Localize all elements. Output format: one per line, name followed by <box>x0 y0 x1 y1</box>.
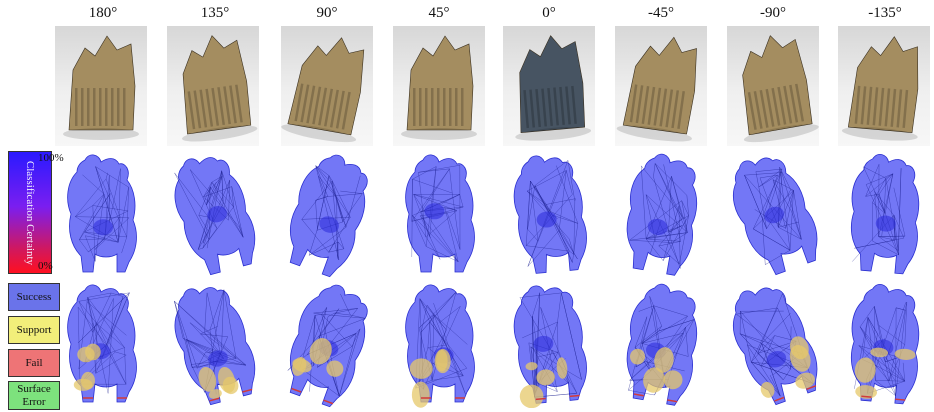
angle-label-neg90: -90° <box>760 5 786 21</box>
legend-fail-label: Fail <box>25 356 43 369</box>
certainty-colorbar: Classification Certainty <box>8 151 52 274</box>
legend-success: Success <box>8 283 60 311</box>
angle-label-neg45: -45° <box>648 5 674 21</box>
classification-mesh-neg135 <box>838 280 930 408</box>
certainty-mesh-0 <box>503 150 595 278</box>
colorbar-min-label: 0% <box>38 260 53 272</box>
angle-label-45: 45° <box>428 5 450 21</box>
classification-mesh-neg90 <box>727 280 819 408</box>
print-photo-180 <box>55 26 147 146</box>
print-photo-90 <box>281 26 373 146</box>
classification-mesh-0 <box>503 280 595 408</box>
certainty-mesh-180 <box>55 150 147 278</box>
certainty-mesh-neg90 <box>727 150 819 278</box>
angle-label-180: 180° <box>88 5 118 21</box>
certainty-mesh-45 <box>393 150 485 278</box>
angle-label-neg135: -135° <box>868 5 902 21</box>
print-photo-neg90 <box>727 26 819 146</box>
certainty-mesh-90 <box>281 150 373 278</box>
classification-mesh-90 <box>281 280 373 408</box>
legend-success-label: Success <box>16 290 52 303</box>
certainty-mesh-135 <box>167 150 259 278</box>
legend-surface-error: Surface Error <box>8 381 60 410</box>
colorbar-title: Classification Certainty <box>24 160 36 265</box>
angle-label-0: 0° <box>542 5 556 21</box>
print-photo-45 <box>393 26 485 146</box>
classification-mesh-45 <box>393 280 485 408</box>
angle-label-90: 90° <box>316 5 338 21</box>
print-photo-135 <box>167 26 259 146</box>
colorbar-max-label: 100% <box>38 152 64 164</box>
legend-support: Support <box>8 316 60 344</box>
legend-support-label: Support <box>16 323 52 336</box>
legend-surface-error-label: Surface Error <box>17 382 51 408</box>
classification-mesh-neg45 <box>615 280 707 408</box>
certainty-mesh-neg135 <box>838 150 930 278</box>
print-photo-0 <box>503 26 595 146</box>
print-photo-neg135 <box>838 26 930 146</box>
classification-mesh-180 <box>55 280 147 408</box>
classification-mesh-135 <box>167 280 259 408</box>
print-photo-neg45 <box>615 26 707 146</box>
legend-fail: Fail <box>8 349 60 377</box>
angle-label-135: 135° <box>200 5 230 21</box>
certainty-mesh-neg45 <box>615 150 707 278</box>
